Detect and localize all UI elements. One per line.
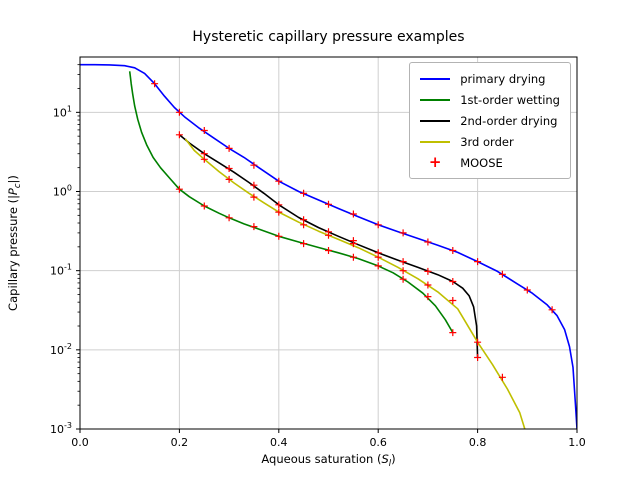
legend-item-primary-drying: primary drying — [420, 70, 560, 87]
y-tick-label: 10-3 — [50, 421, 72, 436]
legend-line-primary-drying — [420, 77, 451, 80]
legend-item-3rd-order: 3rd order — [420, 133, 560, 150]
chart-title: Hysteretic capillary pressure examples — [192, 29, 465, 45]
legend-label-1st-order-wetting: 1st-order wetting — [460, 92, 560, 107]
legend-line-swatch-2nd-order-drying — [420, 119, 451, 122]
plus-marker-glyph: + — [428, 153, 442, 171]
plus-marker-icon: + — [420, 155, 450, 170]
legend-line-swatch-1st-order-wetting — [420, 98, 451, 101]
y-axis-label: Capillary pressure (|Pc|) — [6, 175, 23, 311]
legend-line-2nd-order-drying — [420, 119, 451, 122]
x-tick-label: 0.4 — [270, 436, 288, 449]
legend-label-2nd-order-drying: 2nd-order drying — [460, 113, 558, 128]
y-axis-label-post: |) — [6, 175, 20, 183]
legend-line-swatch-3rd-order — [420, 140, 451, 143]
y-tick-exponent: 0 — [67, 184, 72, 193]
legend-line-3rd-order — [420, 140, 451, 143]
y-tick-base: 10 — [50, 265, 64, 278]
x-axis-label: Aqueous saturation (Sl) — [261, 452, 395, 469]
legend-label-3rd-order: 3rd order — [460, 134, 514, 149]
legend-line-swatch-primary-drying — [420, 77, 451, 80]
series-line-3rd-order — [184, 138, 526, 429]
y-tick-label: 101 — [53, 104, 72, 119]
y-axis-label-pre: Capillary pressure (| — [6, 195, 20, 311]
x-axis-label-var: S — [381, 452, 388, 466]
y-tick-label: 10-1 — [50, 263, 72, 278]
y-tick-exponent: 1 — [67, 104, 72, 113]
series-line-2nd-order-drying — [178, 134, 479, 358]
y-tick-exponent: -2 — [64, 342, 72, 351]
y-tick-base: 10 — [53, 186, 67, 199]
x-tick-label: 0.0 — [71, 436, 89, 449]
plot-border — [79, 56, 578, 430]
x-tick-label: 1.0 — [568, 436, 586, 449]
y-axis-label-var: P — [6, 188, 20, 195]
legend-label-primary-drying: primary drying — [460, 71, 546, 86]
ticks — [76, 64, 578, 433]
y-tick-exponent: -1 — [64, 263, 72, 272]
legend: primary drying 1st-order wetting 2nd-order… — [409, 62, 571, 179]
legend-item-2nd-order-drying: 2nd-order drying — [420, 112, 560, 129]
legend-label-moose: MOOSE — [460, 155, 503, 170]
y-tick-label: 100 — [53, 184, 72, 199]
legend-line-1st-order-wetting — [420, 98, 451, 101]
moose-markers — [151, 80, 556, 381]
y-tick-base: 10 — [50, 423, 64, 436]
x-axis-label-sub: l — [389, 459, 392, 469]
x-tick-label: 0.6 — [369, 436, 387, 449]
y-tick-base: 10 — [53, 106, 67, 119]
series-line-1st-order-wetting — [128, 71, 454, 334]
y-tick-base: 10 — [50, 344, 64, 357]
x-tick-label: 0.8 — [469, 436, 487, 449]
y-tick-exponent: -3 — [64, 421, 72, 430]
x-axis-label-pre: Aqueous saturation ( — [261, 452, 381, 466]
x-tick-label: 0.2 — [171, 436, 189, 449]
legend-item-1st-order-wetting: 1st-order wetting — [420, 91, 560, 108]
x-axis-label-post: ) — [391, 452, 396, 466]
y-axis-label-sub: c — [13, 183, 23, 188]
legend-item-moose: + MOOSE — [420, 154, 560, 171]
y-tick-label: 10-2 — [50, 342, 72, 357]
